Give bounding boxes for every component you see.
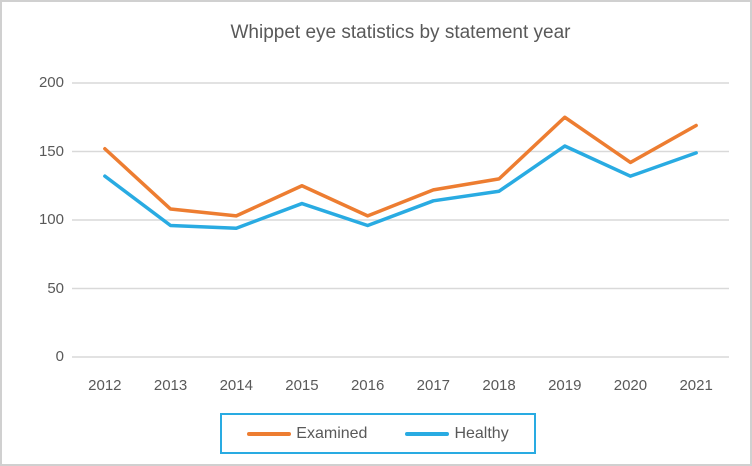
- x-tick-label: 2012: [88, 377, 122, 394]
- legend-item-examined: Examined: [247, 425, 367, 443]
- x-tick-label: 2020: [613, 377, 648, 394]
- legend-label-healthy: Healthy: [454, 424, 509, 442]
- x-tick-label: 2014: [219, 377, 253, 394]
- series-line-examined: [103, 115, 698, 218]
- x-tick-label: 2021: [679, 377, 713, 394]
- y-tick-label: 200: [38, 74, 64, 91]
- series-line-healthy: [103, 144, 698, 230]
- x-tick-label: 2017: [416, 377, 451, 394]
- x-tick-label: 2013: [153, 377, 188, 394]
- y-tick-label: 100: [38, 211, 64, 228]
- y-tick-label: 50: [47, 279, 64, 297]
- chart-title: Whippet eye statistics by statement year: [230, 22, 571, 43]
- x-tick-label: 2019: [548, 377, 582, 394]
- legend-swatch-healthy-line: [405, 431, 450, 436]
- legend-item-healthy: Healthy: [405, 424, 509, 443]
- x-tick-label: 2018: [482, 377, 516, 394]
- legend-label-examined: Examined: [296, 424, 368, 442]
- y-tick-label: 150: [38, 142, 64, 160]
- legend: Examined Healthy: [220, 413, 536, 454]
- x-tick-label: 2016: [350, 377, 385, 394]
- legend-swatch-examined-line: [247, 431, 292, 436]
- y-tick-label: 0: [55, 348, 64, 365]
- x-tick-label: 2015: [285, 377, 319, 394]
